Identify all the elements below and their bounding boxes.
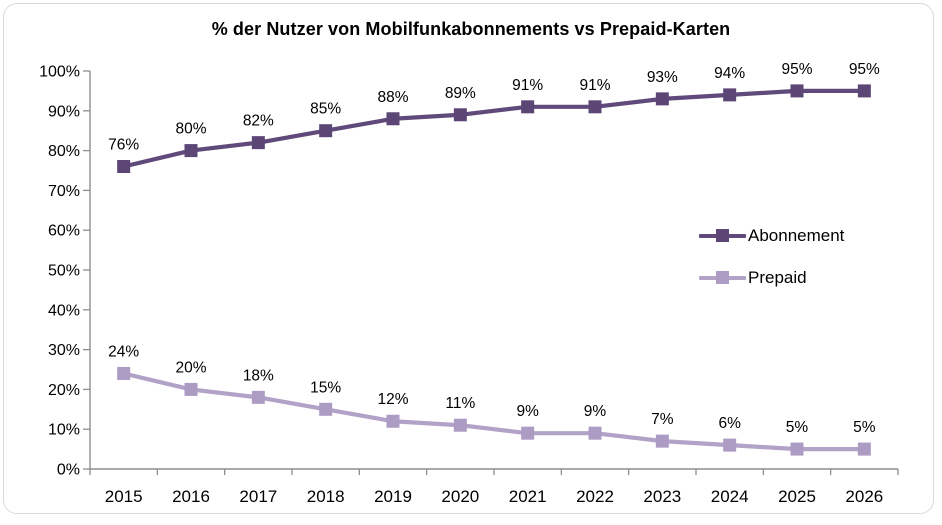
- data-label-prepaid: 9%: [584, 403, 607, 420]
- legend-label-abonnement: Abonnement: [748, 226, 845, 245]
- data-label-abonnement: 80%: [175, 121, 206, 138]
- data-label-abonnement: 95%: [781, 61, 812, 78]
- y-tick-label: 90%: [48, 103, 80, 120]
- y-tick-label: 40%: [48, 302, 80, 319]
- y-tick-label: 50%: [48, 263, 80, 280]
- data-label-abonnement: 85%: [310, 101, 341, 118]
- y-tick-label: 80%: [48, 143, 80, 160]
- data-point-marker-prepaid: [251, 390, 265, 404]
- y-tick-label: 20%: [48, 382, 80, 399]
- y-tick-label: 100%: [39, 64, 80, 81]
- x-tick-label: 2016: [172, 487, 210, 506]
- data-point-marker-abonnement: [319, 124, 333, 138]
- y-tick-label: 10%: [48, 422, 80, 439]
- data-point-marker-prepaid: [857, 442, 871, 456]
- x-tick-label: 2023: [643, 487, 681, 506]
- data-label-prepaid: 24%: [108, 343, 139, 360]
- data-label-prepaid: 20%: [175, 359, 206, 376]
- data-point-marker-abonnement: [386, 112, 400, 126]
- data-point-marker-abonnement: [521, 100, 535, 114]
- data-label-abonnement: 95%: [849, 61, 880, 78]
- data-point-marker-abonnement: [453, 108, 467, 122]
- x-tick-label: 2020: [441, 487, 479, 506]
- x-tick-label: 2021: [509, 487, 547, 506]
- data-label-abonnement: 91%: [579, 77, 610, 94]
- data-label-abonnement: 88%: [377, 89, 408, 106]
- y-tick-label: 70%: [48, 183, 80, 200]
- data-point-marker-abonnement: [790, 84, 804, 98]
- data-point-marker-prepaid: [790, 442, 804, 456]
- legend-item-prepaid: Prepaid: [699, 264, 844, 292]
- data-label-abonnement: 76%: [108, 137, 139, 154]
- x-tick-label: 2015: [105, 487, 143, 506]
- y-tick-label: 0%: [57, 462, 80, 479]
- data-label-prepaid: 12%: [377, 391, 408, 408]
- y-tick-label: 30%: [48, 342, 80, 359]
- data-point-marker-abonnement: [117, 160, 131, 174]
- data-point-marker-abonnement: [588, 100, 602, 114]
- data-point-marker-prepaid: [184, 382, 198, 396]
- series-line-prepaid: [121, 371, 867, 452]
- data-label-prepaid: 5%: [786, 419, 809, 436]
- data-point-marker-prepaid: [117, 366, 131, 380]
- data-label-abonnement: 89%: [445, 85, 476, 102]
- data-point-marker-prepaid: [655, 434, 669, 448]
- data-label-prepaid: 9%: [516, 403, 539, 420]
- legend: Abonnement Prepaid: [699, 222, 844, 306]
- x-tick-label: 2025: [778, 487, 816, 506]
- data-point-marker-abonnement: [251, 136, 265, 150]
- data-point-marker-abonnement: [857, 84, 871, 98]
- legend-item-abonnement: Abonnement: [699, 222, 844, 250]
- data-point-marker-prepaid: [723, 438, 737, 452]
- data-point-marker-abonnement: [184, 144, 198, 158]
- series-line-abonnement: [121, 88, 867, 169]
- data-point-marker-prepaid: [453, 418, 467, 432]
- y-tick-label: 60%: [48, 223, 80, 240]
- data-point-marker-prepaid: [521, 426, 535, 440]
- data-label-prepaid: 15%: [310, 379, 341, 396]
- data-label-prepaid: 6%: [718, 415, 741, 432]
- legend-label-prepaid: Prepaid: [748, 268, 807, 287]
- chart-title: % der Nutzer von Mobilfunkabonnements vs…: [211, 19, 731, 39]
- data-point-marker-prepaid: [386, 414, 400, 428]
- data-label-abonnement: 82%: [243, 113, 274, 130]
- data-point-marker-abonnement: [655, 92, 669, 106]
- data-point-marker-prepaid: [319, 402, 333, 416]
- x-tick-label: 2019: [374, 487, 412, 506]
- x-tick-label: 2022: [576, 487, 614, 506]
- x-tick-label: 2017: [239, 487, 277, 506]
- x-tick-label: 2018: [307, 487, 345, 506]
- x-tick-label: 2024: [711, 487, 749, 506]
- abonnement-line-marker-icon: [699, 229, 746, 243]
- x-tick-label: 2026: [845, 487, 883, 506]
- data-label-prepaid: 11%: [445, 395, 475, 412]
- data-label-abonnement: 94%: [714, 65, 745, 82]
- data-point-marker-abonnement: [723, 88, 737, 102]
- data-label-abonnement: 93%: [647, 69, 678, 86]
- prepaid-line-marker-icon: [699, 271, 746, 285]
- data-label-prepaid: 5%: [853, 419, 876, 436]
- data-point-marker-prepaid: [588, 426, 602, 440]
- data-label-prepaid: 18%: [243, 367, 274, 384]
- data-label-prepaid: 7%: [651, 411, 674, 428]
- data-label-abonnement: 91%: [512, 77, 543, 94]
